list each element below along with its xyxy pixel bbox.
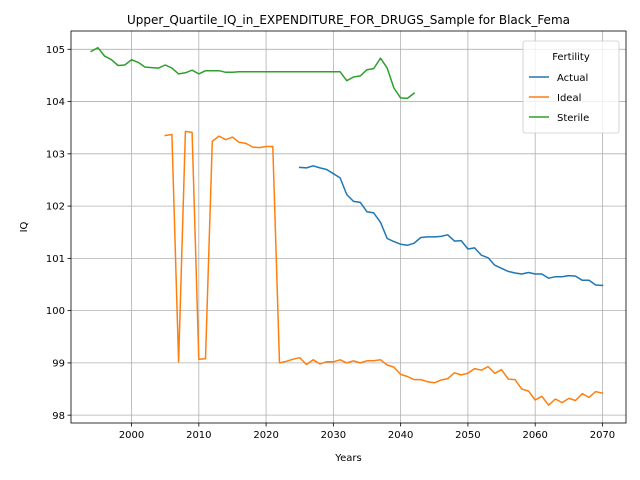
ticks: 2000 2010 2020 2030 2040 2050 2060 2070 98 99 100 1… <box>46 45 615 441</box>
series-group <box>90 46 604 406</box>
legend: Fertility Actual Ideal Sterile <box>522 40 620 134</box>
x-tick-label: 2010 <box>186 430 211 441</box>
legend-label-ideal: Ideal <box>557 93 581 104</box>
x-tick-label: 2020 <box>253 430 278 441</box>
chart-title: Upper_Quartile_IQ_in_EXPENDITURE_FOR_DRU… <box>127 13 570 27</box>
legend-label-actual: Actual <box>557 73 588 84</box>
y-axis-label: IQ <box>19 221 30 232</box>
legend-label-sterile: Sterile <box>557 113 589 124</box>
y-tick-label: 98 <box>52 411 65 422</box>
x-tick-label: 2060 <box>522 430 547 441</box>
series-line-actual <box>298 165 604 287</box>
x-tick-label: 2050 <box>455 430 480 441</box>
y-tick-label: 104 <box>46 97 65 108</box>
legend-entries: Actual Ideal Sterile <box>529 73 589 124</box>
series-line-sterile <box>90 46 416 100</box>
y-tick-label: 102 <box>46 202 65 213</box>
y-tick-label: 101 <box>46 254 65 265</box>
x-tick-label: 2040 <box>388 430 413 441</box>
series-line-ideal <box>164 130 604 406</box>
x-axis-label: Years <box>334 453 361 464</box>
x-tick-label: 2030 <box>321 430 346 441</box>
plot-area-frame <box>70 30 627 424</box>
y-tick-label: 105 <box>46 45 65 56</box>
x-tick-label: 2070 <box>590 430 615 441</box>
y-tick-label: 99 <box>52 358 65 369</box>
legend-title: Fertility <box>552 52 590 63</box>
legend-box <box>522 40 620 134</box>
y-tick-label: 100 <box>46 306 65 317</box>
x-tick-label: 2000 <box>119 430 144 441</box>
y-tick-label: 103 <box>46 149 65 160</box>
